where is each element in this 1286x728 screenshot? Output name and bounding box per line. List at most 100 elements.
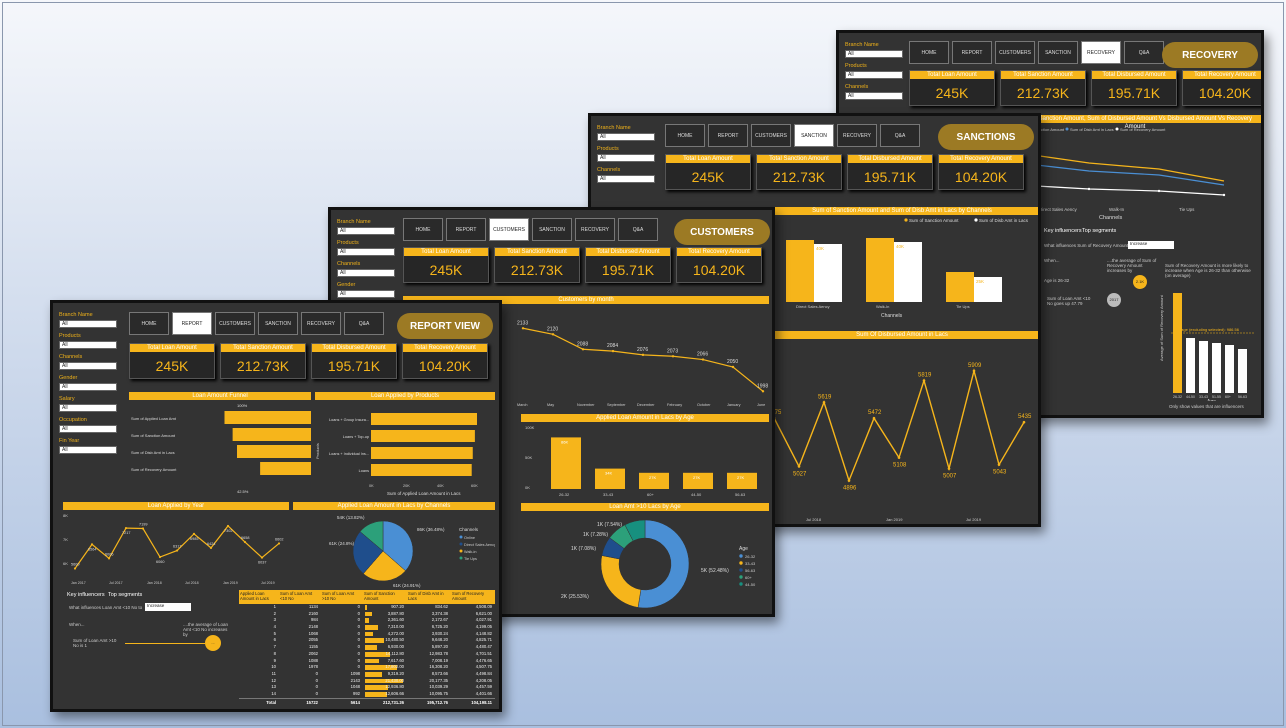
filter-select[interactable]: All <box>337 248 395 256</box>
table-cell: 2055 <box>308 637 318 643</box>
legend-dot <box>459 542 463 546</box>
nav-button[interactable]: RECOVERY <box>837 124 877 147</box>
nav-button[interactable]: SANCTION <box>532 218 572 241</box>
nav-button[interactable]: RECOVERY <box>301 312 341 335</box>
table-cell: 4,825.71 <box>475 637 492 643</box>
table-cell: 1088 <box>308 657 318 663</box>
nav-button[interactable]: CUSTOMERS <box>995 41 1035 64</box>
nav-button[interactable]: Q&A <box>880 124 920 147</box>
filter-label: Branch Name <box>845 42 879 48</box>
filter-select[interactable]: All <box>845 71 903 79</box>
ki-tab-key[interactable]: Key influencers <box>67 592 105 598</box>
column-header[interactable]: Sum of Loan Amt <10 No <box>280 591 313 601</box>
nav-button[interactable]: Q&A <box>1124 41 1164 64</box>
data-bar <box>365 605 367 610</box>
kpi-label: Total Recovery Amount <box>1183 71 1261 79</box>
nav-bar: HOME REPORT CUSTOMERS SANCTION RECOVERY Q&A <box>909 41 1164 64</box>
bar-value-label: 40K <box>816 246 824 251</box>
filter-select[interactable]: All <box>59 383 117 391</box>
filter-select[interactable]: All <box>597 133 655 141</box>
column-header[interactable]: Sum of Recovery Amount <box>452 591 485 601</box>
kpi-label: Total Sanction Amount <box>221 344 305 352</box>
age-bar-chart: 100K 50K 0K 86K 26-32 34K 33-43 27K 60+ 27K 44-50 2… <box>525 425 757 497</box>
nav-button[interactable]: HOME <box>403 218 443 241</box>
table-cell: 0 <box>315 690 318 696</box>
ki-loan-item[interactable]: Sum of Loan Amt <10 No goes up 47.79 <box>1047 296 1091 306</box>
filter-select[interactable]: All <box>845 50 903 58</box>
table-cell: 0 <box>357 657 360 663</box>
filter-select[interactable]: All <box>59 362 117 370</box>
filter-label: Branch Name <box>59 312 93 318</box>
column-header[interactable]: Sum of Loan Amt >10 No <box>322 591 355 601</box>
filter-label: Products <box>597 146 619 152</box>
funnel-label: Sum of Applied Loan Amt <box>131 416 177 421</box>
filter-panel: Branch Name All Products All Channels All Gend… <box>59 307 119 454</box>
filter-select[interactable]: All <box>59 425 117 433</box>
filter-select[interactable]: All <box>337 269 395 277</box>
table-cell: 10,039.29 <box>429 684 448 690</box>
filter-select[interactable]: All <box>337 227 395 235</box>
x-title: Sum of Applied Loan Amount in Lacs <box>387 491 461 496</box>
nav-button[interactable]: SANCTION <box>1038 41 1078 64</box>
year-line-chart: 8K 7K 6K 5600 6564 6006 7217 7199 6060 6317 6985 64… <box>63 513 283 585</box>
nav-button[interactable]: HOME <box>665 124 705 147</box>
legend-dot <box>459 535 463 539</box>
table-row: 5 1068 0 4,272.00 3,930.24 4,148.82 <box>239 631 495 638</box>
nav-button[interactable]: REPORT <box>446 218 486 241</box>
nav-button[interactable]: SANCTION <box>258 312 298 335</box>
nav-button[interactable]: RECOVERY <box>575 218 615 241</box>
age-donut-chart: 1K (7.54%) 1K (7.28%) 1K (7.08%) 2K (25.53%… <box>561 519 756 609</box>
ki-average: ....the average of Loan Amt <10 No incre… <box>183 622 229 637</box>
filter-label: Gender <box>59 375 78 381</box>
ki-check[interactable]: Only show values that are influencers <box>1169 404 1244 409</box>
nav-button[interactable]: Q&A <box>344 312 384 335</box>
nav-button[interactable]: REPORT <box>708 124 748 147</box>
funnel-bar <box>224 411 311 424</box>
ki-tab-segments[interactable]: Top segments <box>1082 228 1117 234</box>
table-row: 4 2148 0 7,310.00 6,725.20 4,199.05 <box>239 624 495 631</box>
column-header[interactable]: Sum of Disb Amt in Lacs <box>408 591 444 601</box>
column-header[interactable]: Sum of Sanction Amount <box>364 591 395 601</box>
table-cell: 4,498.84 <box>475 670 492 676</box>
ki-item[interactable]: Sum of Loan Amt >10 No is 1 <box>73 638 117 648</box>
filter-select[interactable]: All <box>337 290 395 298</box>
filter-label: Branch Name <box>597 125 631 131</box>
filter-select[interactable]: All <box>845 92 903 100</box>
kpi-card: Total Loan Amount 245K <box>129 343 215 379</box>
filter-select[interactable]: All <box>59 341 117 349</box>
nav-button[interactable]: REPORT <box>172 312 212 335</box>
nav-button[interactable]: CUSTOMERS <box>489 218 529 241</box>
filter-select[interactable]: All <box>597 175 655 183</box>
kpi-label: Total Recovery Amount <box>939 155 1023 163</box>
ki-tab-segments[interactable]: Top segments <box>108 592 143 598</box>
nav-button[interactable]: Q&A <box>618 218 658 241</box>
ki-tab-key[interactable]: Key influencers <box>1044 228 1082 234</box>
ki-value-select[interactable]: Increase <box>1128 241 1174 249</box>
svg-text:Age: Age <box>1207 399 1216 401</box>
filter-select[interactable]: All <box>597 154 655 162</box>
kpi-label: Total Disbursed Amount <box>586 248 670 256</box>
nav-button[interactable]: SANCTION <box>794 124 834 147</box>
ki-bar <box>1173 293 1182 393</box>
filter-select[interactable]: All <box>59 446 117 454</box>
kpi-value: 195.71K <box>327 358 381 374</box>
nav-button[interactable]: CUSTOMERS <box>751 124 791 147</box>
table-cell: 2062 <box>308 650 318 656</box>
ki-age-item[interactable]: Age is 26-32 <box>1044 278 1070 283</box>
nav-button[interactable]: RECOVERY <box>1081 41 1121 64</box>
nav-button[interactable]: HOME <box>129 312 169 335</box>
table-cell: 2,172.67 <box>431 617 448 623</box>
legend-dot <box>1065 127 1069 131</box>
legend-label: Walk-in <box>464 550 477 554</box>
kpi-label: Total Loan Amount <box>910 71 994 79</box>
table-row: 13 0 1048 12,936.80 10,039.29 4,457.59 <box>239 684 495 691</box>
table-cell: 0 <box>357 610 360 616</box>
ki-value-select[interactable]: Increase <box>145 603 191 611</box>
column-header[interactable]: Applied Loan Amount in Lacs <box>240 591 269 601</box>
nav-button[interactable]: REPORT <box>952 41 992 64</box>
filter-select[interactable]: All <box>59 320 117 328</box>
filter-select[interactable]: All <box>59 404 117 412</box>
line-point <box>192 532 196 535</box>
nav-button[interactable]: CUSTOMERS <box>215 312 255 335</box>
nav-button[interactable]: HOME <box>909 41 949 64</box>
